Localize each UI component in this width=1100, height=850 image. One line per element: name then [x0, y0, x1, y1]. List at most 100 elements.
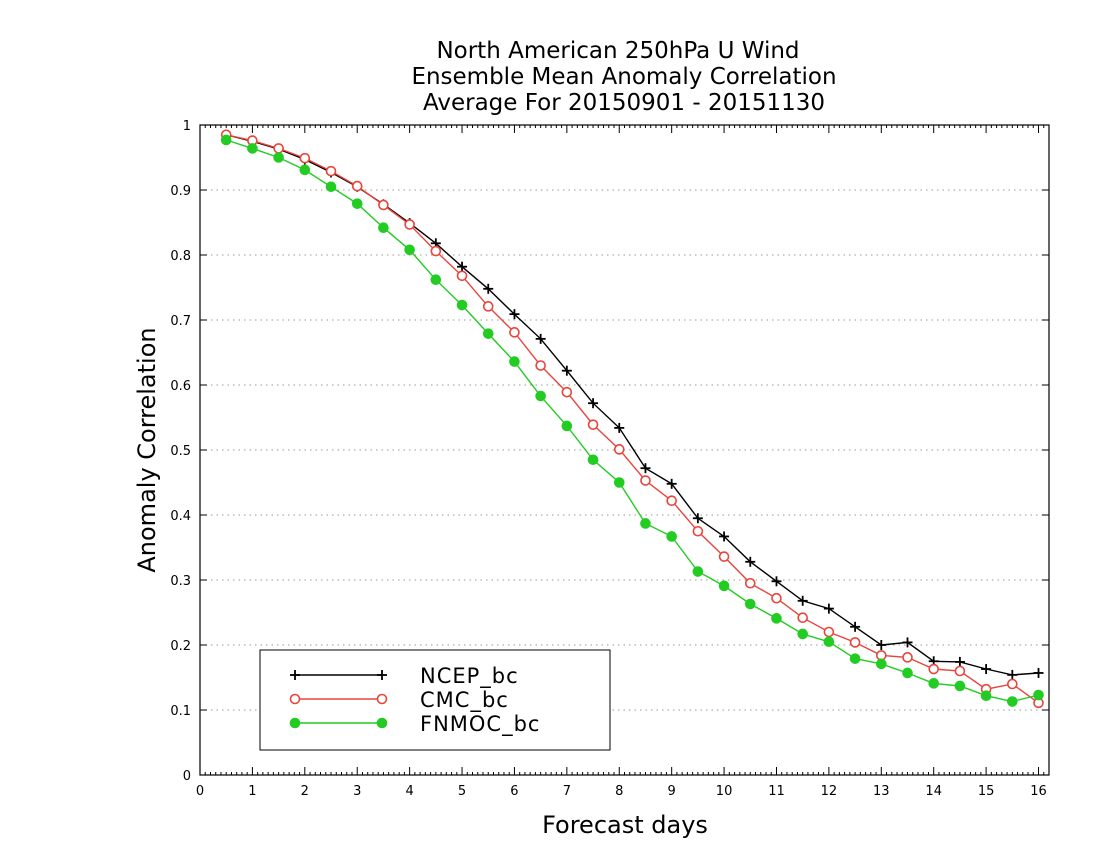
y-tick-label: 0.3 [170, 574, 191, 589]
data-point-fnmoc-bc [640, 518, 651, 529]
data-point-ncep-bc [457, 261, 468, 272]
x-tick-label: 11 [768, 784, 785, 799]
series-line-cmc-bc [226, 134, 1039, 704]
data-point-cmc-bc [587, 419, 599, 430]
chart-title-line-3: Average For 20150901 - 20151130 [423, 90, 825, 116]
legend-box [259, 649, 611, 751]
data-point-ncep-bc [1007, 669, 1018, 680]
x-tick-label: 9 [668, 784, 676, 799]
data-point-fnmoc-bc [666, 531, 677, 542]
data-point-ncep-bc [561, 365, 572, 376]
y-tick-label: 0.7 [170, 314, 191, 329]
data-point-fnmoc-bc [299, 164, 311, 176]
legend-marker [289, 693, 301, 705]
data-point-ncep-bc [483, 283, 494, 294]
x-axis-title: Forecast days [542, 811, 708, 839]
data-point-fnmoc-bc [902, 667, 913, 679]
data-point-ncep-bc [588, 398, 599, 409]
x-tick-label: 1 [248, 784, 256, 799]
legend-item-fnmoc-bc: FNMOC_bc [289, 712, 540, 737]
data-point-fnmoc-bc [875, 658, 887, 670]
data-point-fnmoc-bc [771, 613, 782, 624]
data-point-fnmoc-bc [325, 181, 337, 193]
x-tick-label: 6 [510, 784, 518, 799]
data-point-ncep-bc [850, 621, 861, 632]
data-point-ncep-bc [823, 603, 834, 614]
series-line-ncep-bc [226, 134, 1039, 676]
data-point-fnmoc-bc [980, 690, 992, 702]
data-point-cmc-bc [273, 143, 284, 154]
x-tick-label: 16 [1030, 784, 1047, 799]
data-point-cmc-bc [430, 245, 442, 257]
y-tick-label: 0.5 [170, 444, 191, 459]
data-point-fnmoc-bc [718, 580, 730, 592]
data-point-fnmoc-bc [823, 636, 835, 648]
data-point-cmc-bc [1007, 678, 1018, 690]
x-tick-label: 0 [196, 784, 204, 799]
x-tick-label: 3 [353, 784, 361, 799]
data-point-ncep-bc [745, 556, 756, 567]
data-point-cmc-bc [902, 652, 913, 663]
data-point-cmc-bc [744, 577, 756, 589]
data-point-cmc-bc [404, 219, 415, 230]
data-point-ncep-bc [981, 664, 992, 675]
data-point-cmc-bc [666, 495, 677, 507]
x-tick-label: 2 [301, 784, 309, 799]
data-point-cmc-bc [771, 592, 782, 604]
x-tick-label: 15 [978, 784, 995, 799]
data-point-fnmoc-bc [430, 274, 442, 286]
y-tick-label: 0.8 [170, 249, 191, 264]
data-point-ncep-bc [509, 309, 520, 320]
x-tick-label: 13 [873, 784, 890, 799]
y-tick-label: 0.4 [170, 509, 191, 524]
data-point-ncep-bc [771, 576, 782, 587]
data-point-cmc-bc [456, 270, 468, 282]
series-line-fnmoc-bc [225, 139, 1039, 703]
data-point-fnmoc-bc [220, 134, 232, 146]
legend-marker [376, 717, 388, 729]
chart-title: North American 250hPa U Wind Ensemble Me… [411, 38, 836, 116]
x-tick-label: 12 [821, 784, 838, 799]
data-point-fnmoc-bc [273, 152, 284, 163]
x-tick-label: 7 [563, 784, 571, 799]
data-point-cmc-bc [849, 637, 861, 648]
data-point-fnmoc-bc [351, 198, 363, 209]
data-point-cmc-bc [482, 301, 494, 312]
plot-series [220, 129, 1044, 709]
data-point-fnmoc-bc [613, 477, 625, 488]
data-point-fnmoc-bc [744, 598, 756, 610]
series-fnmoc-bc [220, 134, 1044, 707]
series-cmc-bc [220, 129, 1044, 709]
data-point-fnmoc-bc [1033, 689, 1044, 701]
x-tick-label: 10 [716, 784, 733, 799]
data-point-fnmoc-bc [404, 244, 415, 256]
legend-item-cmc-bc: CMC_bc [289, 688, 509, 713]
data-point-ncep-bc [1033, 667, 1044, 678]
data-point-cmc-bc [325, 165, 337, 177]
data-point-ncep-bc [666, 478, 677, 489]
data-point-ncep-bc [876, 640, 887, 650]
x-axis-ticks: 0 1 2 3 4 5 6 7 8 9 10 11 12 13 14 15 16 [196, 125, 1047, 799]
data-point-cmc-bc [299, 152, 311, 164]
data-point-cmc-bc [378, 199, 389, 211]
data-point-cmc-bc [928, 663, 940, 675]
data-point-cmc-bc [797, 612, 808, 624]
data-point-fnmoc-bc [247, 143, 258, 154]
data-point-fnmoc-bc [535, 390, 546, 402]
legend-label: FNMOC_bc [420, 712, 540, 737]
legend-marker [376, 693, 388, 705]
data-point-ncep-bc [614, 422, 625, 433]
y-axis-title: Anomaly Correlation [133, 327, 161, 572]
data-point-fnmoc-bc [849, 653, 861, 664]
x-tick-label: 8 [615, 784, 623, 799]
legend-marker [377, 670, 387, 680]
legend-label: CMC_bc [420, 688, 509, 713]
y-tick-label: 0.1 [170, 704, 191, 719]
data-point-cmc-bc [613, 444, 625, 455]
x-tick-label: 5 [458, 784, 466, 799]
y-tick-label: 1 [183, 119, 191, 134]
data-point-fnmoc-bc [797, 628, 808, 640]
